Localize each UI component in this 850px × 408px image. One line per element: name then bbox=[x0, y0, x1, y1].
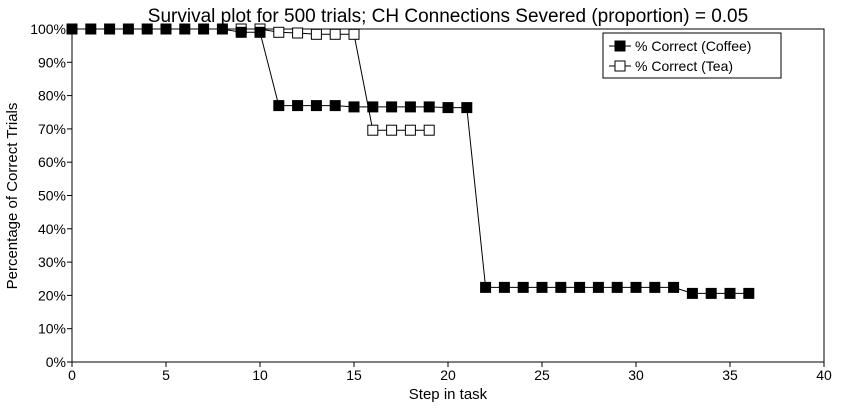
legend-box bbox=[602, 32, 782, 79]
y-tick-label: 30% bbox=[38, 254, 66, 270]
data-point bbox=[235, 26, 247, 38]
data-point bbox=[724, 287, 736, 299]
legend-tea-marker bbox=[614, 60, 626, 72]
data-point bbox=[592, 281, 604, 293]
data-point bbox=[179, 23, 191, 35]
data-point bbox=[611, 281, 623, 293]
data-point bbox=[743, 287, 755, 299]
data-point bbox=[85, 23, 97, 35]
x-tick-label: 5 bbox=[162, 367, 170, 383]
legend: % Correct (Coffee) % Correct (Tea) bbox=[602, 32, 782, 79]
plot-area bbox=[71, 28, 825, 363]
x-tick-label: 35 bbox=[722, 367, 738, 383]
data-point bbox=[122, 23, 134, 35]
data-point bbox=[310, 28, 322, 40]
data-point bbox=[292, 27, 304, 39]
data-point bbox=[198, 23, 210, 35]
data-point bbox=[668, 281, 680, 293]
data-point bbox=[104, 23, 116, 35]
data-point bbox=[536, 281, 548, 293]
y-tick-label: 90% bbox=[38, 54, 66, 70]
data-point bbox=[216, 23, 228, 35]
chart-title: Survival plot for 500 trials; CH Connect… bbox=[148, 6, 748, 27]
data-point bbox=[630, 281, 642, 293]
data-point bbox=[423, 124, 435, 136]
data-point bbox=[160, 23, 172, 35]
legend-coffee-marker bbox=[614, 40, 626, 52]
y-tick-label: 20% bbox=[38, 287, 66, 303]
data-point bbox=[273, 100, 285, 112]
data-point bbox=[386, 101, 398, 113]
series-line bbox=[241, 28, 430, 131]
data-point bbox=[292, 100, 304, 112]
data-point bbox=[141, 23, 153, 35]
data-point bbox=[329, 100, 341, 112]
data-point bbox=[404, 124, 416, 136]
series-coffee bbox=[66, 23, 755, 299]
data-point bbox=[517, 281, 529, 293]
data-point bbox=[574, 281, 586, 293]
data-point bbox=[329, 28, 341, 40]
data-point bbox=[367, 101, 379, 113]
x-tick-label: 30 bbox=[628, 367, 644, 383]
data-point bbox=[498, 281, 510, 293]
data-point bbox=[367, 124, 379, 136]
y-tick-label: 80% bbox=[38, 88, 66, 104]
data-point bbox=[348, 28, 360, 40]
x-tick-label: 20 bbox=[440, 367, 456, 383]
data-point bbox=[386, 124, 398, 136]
legend-coffee-label: % Correct (Coffee) bbox=[635, 38, 751, 54]
data-point bbox=[348, 101, 360, 113]
y-axis-label: Percentage of Correct Trials bbox=[4, 103, 21, 290]
x-tick-label: 40 bbox=[816, 367, 832, 383]
x-tick-label: 0 bbox=[68, 367, 76, 383]
y-tick-label: 60% bbox=[38, 154, 66, 170]
data-point bbox=[686, 287, 698, 299]
data-point bbox=[66, 23, 78, 35]
legend-tea-label: % Correct (Tea) bbox=[635, 58, 733, 74]
y-tick-label: 100% bbox=[30, 21, 66, 37]
y-tick-label: 40% bbox=[38, 221, 66, 237]
data-point bbox=[461, 102, 473, 114]
data-point bbox=[555, 281, 567, 293]
series-layer bbox=[66, 23, 755, 299]
data-point bbox=[310, 100, 322, 112]
x-tick-label: 25 bbox=[534, 367, 550, 383]
y-tick-label: 10% bbox=[38, 321, 66, 337]
data-point bbox=[480, 281, 492, 293]
data-point bbox=[705, 287, 717, 299]
x-tick-label: 10 bbox=[252, 367, 268, 383]
axes: 0 5 10 15 20 25 30 35 40 0% 10% 20% 30% 40% 50% 60% 70% 8… bbox=[30, 21, 832, 383]
x-axis-label: Step in task bbox=[409, 386, 488, 403]
data-point bbox=[273, 26, 285, 38]
data-point bbox=[254, 26, 266, 38]
y-tick-label: 70% bbox=[38, 121, 66, 137]
x-tick-label: 15 bbox=[346, 367, 362, 383]
data-point bbox=[404, 101, 416, 113]
y-tick-label: 0% bbox=[46, 354, 66, 370]
data-point bbox=[442, 102, 454, 114]
data-point bbox=[649, 281, 661, 293]
data-point bbox=[423, 101, 435, 113]
y-tick-label: 50% bbox=[38, 188, 66, 204]
series-tea bbox=[235, 23, 435, 136]
